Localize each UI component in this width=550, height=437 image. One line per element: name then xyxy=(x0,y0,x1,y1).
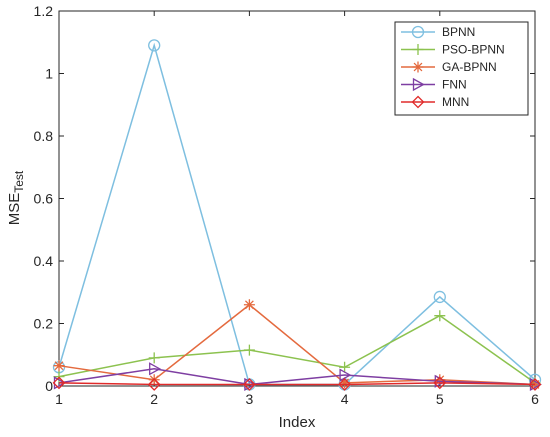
data-point-mnn xyxy=(147,378,161,391)
y-tick-label: 0 xyxy=(45,378,53,394)
x-tick-label: 5 xyxy=(436,391,444,407)
data-point-pso-bpnn xyxy=(148,352,160,364)
series-line-mnn xyxy=(58,382,536,386)
data-point-fnn xyxy=(339,368,352,382)
legend-marker xyxy=(412,61,424,73)
legend-label: MNN xyxy=(442,95,469,109)
x-tick-label: 3 xyxy=(246,391,254,407)
series-pso-bpnn xyxy=(53,310,541,389)
x-tick-label: 4 xyxy=(341,391,349,407)
y-tick-label: 0.6 xyxy=(34,191,54,207)
data-point-fnn xyxy=(149,362,162,376)
series-ga-bpnn xyxy=(53,299,541,390)
legend-item-bpnn: BPNN xyxy=(401,25,475,39)
series-line-ga-bpnn xyxy=(58,303,536,386)
legend-item-fnn: FNN xyxy=(401,78,467,92)
data-point-mnn xyxy=(242,378,256,391)
legend: BPNN PSO-BPNN GA-BPNN FNN MNN xyxy=(394,21,529,116)
y-axis-label-subscript: Test xyxy=(12,170,26,193)
y-axis-label-main: MSE xyxy=(6,193,23,226)
data-point-bpnn xyxy=(433,290,446,304)
data-point-mnn xyxy=(433,376,447,390)
data-point-mnn xyxy=(52,376,66,390)
series-mnn xyxy=(52,376,542,391)
x-axis-label: Index xyxy=(279,414,316,431)
data-point-ga-bpnn xyxy=(434,374,446,386)
data-point-ga-bpnn xyxy=(243,299,255,311)
y-tick-label: 0.2 xyxy=(34,316,54,332)
legend-label: BPNN xyxy=(442,25,475,39)
series-layer xyxy=(52,39,542,392)
legend-marker xyxy=(412,44,424,55)
data-point-pso-bpnn xyxy=(339,361,351,373)
series-line-pso-bpnn xyxy=(58,314,536,384)
data-point-mnn xyxy=(528,378,542,391)
legend-item-ga-bpnn: GA-BPNN xyxy=(401,60,497,74)
legend-label: FNN xyxy=(442,78,467,92)
data-point-pso-bpnn xyxy=(243,344,255,356)
x-tick-label: 1 xyxy=(55,391,63,407)
data-point-ga-bpnn xyxy=(339,377,351,389)
x-tick-label: 2 xyxy=(150,391,158,407)
data-point-fnn xyxy=(53,376,66,390)
legend-item-mnn: MNN xyxy=(401,95,469,109)
data-point-bpnn xyxy=(148,39,161,52)
y-tick-label: 1 xyxy=(45,66,53,82)
data-point-ga-bpnn xyxy=(529,378,541,390)
x-tick-label: 6 xyxy=(531,391,539,407)
y-tick-label: 0.8 xyxy=(34,128,54,144)
y-axis-ticks: 0 0.2 0.4 0.6 0.8 1 1.2 xyxy=(34,3,535,394)
y-axis-label: MSETest xyxy=(6,170,26,225)
data-point-pso-bpnn xyxy=(434,310,446,322)
data-point-ga-bpnn xyxy=(53,360,65,372)
legend-marker xyxy=(411,25,425,39)
y-tick-label: 1.2 xyxy=(34,3,54,19)
legend-item-pso-bpnn: PSO-BPNN xyxy=(401,43,505,57)
data-point-mnn xyxy=(338,378,352,391)
series-line-fnn xyxy=(58,368,536,386)
legend-marker xyxy=(411,95,425,109)
legend-label: PSO-BPNN xyxy=(442,43,505,57)
legend-marker xyxy=(412,77,425,92)
legend-items: BPNN PSO-BPNN GA-BPNN FNN MNN xyxy=(401,25,505,109)
legend-label: GA-BPNN xyxy=(442,60,497,74)
y-tick-label: 0.4 xyxy=(34,253,54,269)
